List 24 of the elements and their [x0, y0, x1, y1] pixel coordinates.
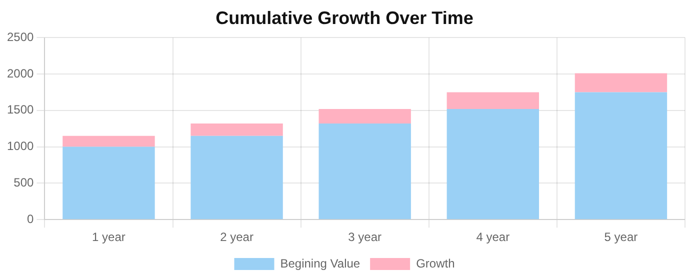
x-tick-label: 2 year: [220, 230, 254, 244]
x-tick-label: 5 year: [604, 230, 638, 244]
y-tick-label: 0: [27, 212, 34, 226]
bar: [446, 92, 540, 109]
y-tick-label: 1000: [6, 139, 34, 154]
y-tick-label: 1500: [6, 102, 34, 117]
bar: [446, 108, 540, 220]
bar: [190, 124, 283, 136]
bar: [190, 136, 283, 220]
y-tick-label: 2000: [6, 66, 34, 80]
chart-title: Cumulative Growth Over Time: [216, 8, 474, 28]
y-tick-label: 500: [14, 176, 34, 190]
legend-label: Begining Value: [280, 256, 360, 270]
x-tick-label: 3 year: [348, 230, 382, 244]
bar: [574, 73, 668, 92]
y-tick-label: 2500: [6, 30, 34, 44]
bar: [318, 124, 411, 220]
bar: [574, 92, 668, 220]
legend-label: Growth: [416, 256, 455, 270]
x-tick-label: 1 year: [92, 230, 126, 244]
bar: [62, 146, 155, 220]
bar: [62, 136, 155, 147]
bar: [318, 108, 411, 124]
x-tick-label: 4 year: [476, 230, 510, 244]
